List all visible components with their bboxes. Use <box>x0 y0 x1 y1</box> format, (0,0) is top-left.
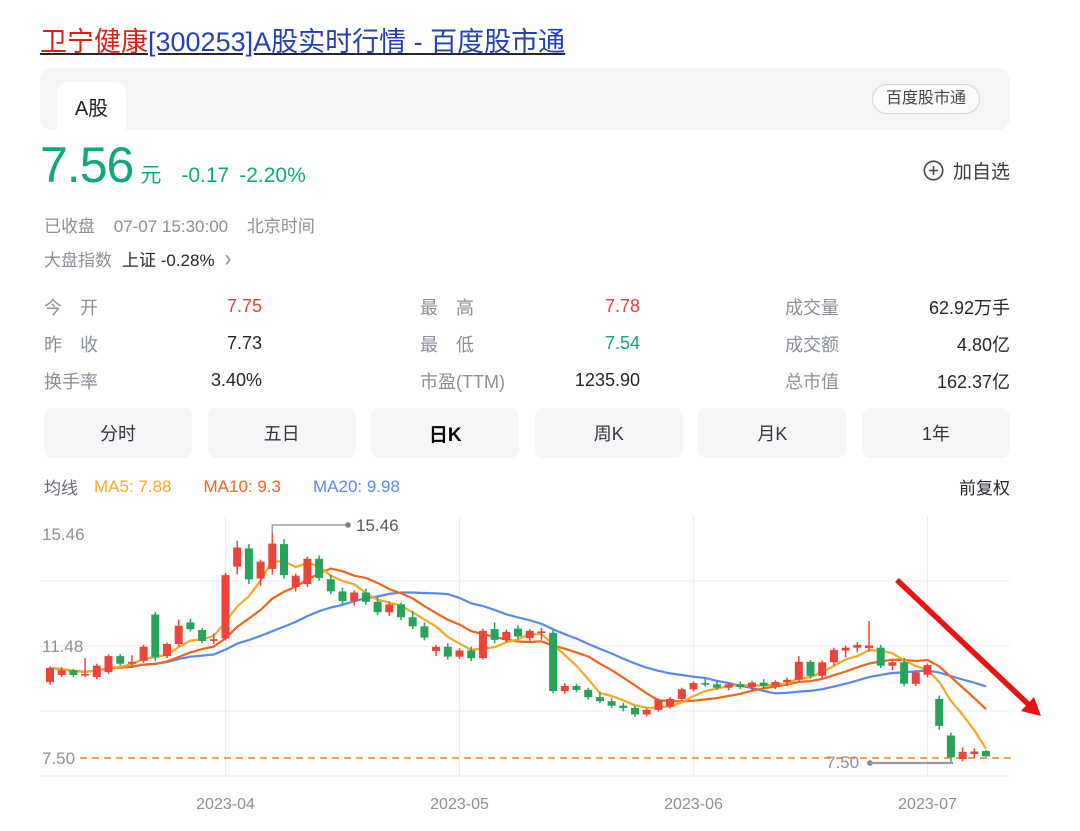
ma-legend-item: MA20: 9.98 <box>313 476 400 496</box>
index-value: 上证 -0.28% <box>122 251 215 270</box>
price-change-percent: -2.20% <box>239 164 306 187</box>
peak-price-callout: 15.46 <box>356 516 399 535</box>
chart-svg[interactable]: 15.46 11.48 7.50 2023-04 2023-05 2023-06 2023-… <box>40 508 1080 830</box>
period-tab-5[interactable]: 月K <box>698 408 847 458</box>
stat-row: 成交额 4.80亿 <box>785 325 1010 362</box>
y-axis-label: 15.46 <box>42 525 85 544</box>
result-title-link[interactable]: 卫宁健康[300253]A股实时行情 - 百度股市通 <box>40 20 565 59</box>
stat-row: 换手率 3.40% <box>44 362 262 399</box>
tab-a-share[interactable]: A股 <box>57 82 126 130</box>
ma-title: 均线 <box>44 479 78 498</box>
stat-value: 7.78 <box>604 296 640 316</box>
circle-plus-icon <box>923 160 944 181</box>
period-tab-1[interactable]: 分时 <box>44 408 192 458</box>
stat-label: 今 开 <box>44 297 98 318</box>
stats-column: 成交量 62.92万手成交额 4.80亿总市值 162.37亿 <box>785 288 1010 399</box>
stat-value: 3.40% <box>210 370 262 390</box>
y-axis-label: 7.50 <box>42 749 75 768</box>
period-tab-3[interactable]: 日K <box>371 408 520 458</box>
stat-row: 最 高 7.78 <box>420 288 640 325</box>
stat-value: 162.37亿 <box>936 371 1010 392</box>
stats-column: 最 高 7.78 最 低 7.54 市盈(TTM) 1235.90 <box>420 288 640 399</box>
stat-row: 昨 收 7.73 <box>44 325 262 362</box>
x-axis-label: 2023-07 <box>898 796 957 813</box>
stat-row: 成交量 62.92万手 <box>785 288 1010 325</box>
stat-label: 换手率 <box>44 371 98 392</box>
period-tabs: 分时 五日 日K 周K 月K 1年 <box>44 408 1010 458</box>
stat-label: 最 低 <box>420 334 474 355</box>
low-price-callout: 7.50 <box>826 753 859 772</box>
stat-value: 62.92万手 <box>928 297 1010 318</box>
ma-legend-items: MA5: 7.88 MA10: 9.3 MA20: 9.98 <box>94 477 432 497</box>
index-label: 大盘指数 <box>44 251 112 270</box>
timezone-label: 北京时间 <box>246 217 315 236</box>
y-axis-label: 11.48 <box>42 637 83 656</box>
stat-value: 4.80亿 <box>956 334 1010 355</box>
ma10-line <box>49 567 987 710</box>
price-block: 7.56 元 -0.17 -2.20% <box>40 136 306 194</box>
candlestick-chart[interactable]: 15.46 11.48 7.50 2023-04 2023-05 2023-06 2023-… <box>40 508 1080 830</box>
stat-value: 7.75 <box>226 296 262 316</box>
market-status-row: 已收盘 07-07 15:30:00 北京时间 <box>44 212 329 237</box>
stat-label: 昨 收 <box>44 334 98 355</box>
stat-value: 1235.90 <box>574 370 640 390</box>
candles-group <box>46 534 990 762</box>
ma20-line <box>49 591 987 695</box>
add-watchlist-button[interactable]: 加自选 <box>923 157 1010 184</box>
stat-value: 7.73 <box>226 333 262 353</box>
stats-column: 今 开 7.75 昨 收 7.73 换手率 3.40% <box>44 288 262 399</box>
ma-legend-item: MA10: 9.3 <box>203 476 282 496</box>
tab-bar: A股 百度股市通 <box>40 68 1010 130</box>
downtrend-arrow <box>895 578 1041 716</box>
stat-value: 7.54 <box>604 333 640 353</box>
x-axis-label: 2023-05 <box>430 796 489 813</box>
current-price: 7.56 <box>40 137 134 193</box>
x-axis-label: 2023-06 <box>664 796 723 813</box>
x-axis-label: 2023-04 <box>196 796 255 813</box>
stat-row: 总市值 162.37亿 <box>785 362 1010 399</box>
stats-grid: 今 开 7.75 昨 收 7.73 换手率 3.40% 最 高 7.78 最 低 7.54 市盈(T… <box>44 288 1010 400</box>
period-tab-4[interactable]: 周K <box>534 408 683 458</box>
market-index-row[interactable]: 大盘指数 上证 -0.28% › <box>44 246 231 271</box>
stat-label: 最 高 <box>420 297 474 318</box>
provider-badge[interactable]: 百度股市通 <box>871 84 980 114</box>
stat-label: 市盈(TTM) <box>420 371 505 392</box>
stat-row: 最 低 7.54 <box>420 325 640 362</box>
quote-time: 07-07 15:30:00 <box>113 217 229 236</box>
add-watchlist-label: 加自选 <box>952 162 1010 183</box>
stat-row: 市盈(TTM) 1235.90 <box>420 362 640 399</box>
price-change: -0.17 <box>181 164 230 187</box>
ma-legend-row: 均线 MA5: 7.88 MA10: 9.3 MA20: 9.98 前复权 <box>44 474 1010 499</box>
period-tab-6[interactable]: 1年 <box>861 408 1010 458</box>
stat-row: 今 开 7.75 <box>44 288 262 325</box>
stat-label: 成交量 <box>785 297 839 318</box>
market-status: 已收盘 <box>44 217 95 236</box>
title-rest: [300253]A股实时行情 - 百度股市通 <box>148 27 566 57</box>
stat-label: 总市值 <box>785 371 839 392</box>
adjust-mode-toggle[interactable]: 前复权 <box>959 479 1010 498</box>
title-stock-name: 卫宁健康 <box>40 27 148 57</box>
price-unit: 元 <box>140 164 162 187</box>
chevron-right-icon: › <box>224 245 232 272</box>
ma-legend-item: MA5: 7.88 <box>94 476 172 496</box>
period-tab-2[interactable]: 五日 <box>207 408 356 458</box>
stat-label: 成交额 <box>785 334 839 355</box>
